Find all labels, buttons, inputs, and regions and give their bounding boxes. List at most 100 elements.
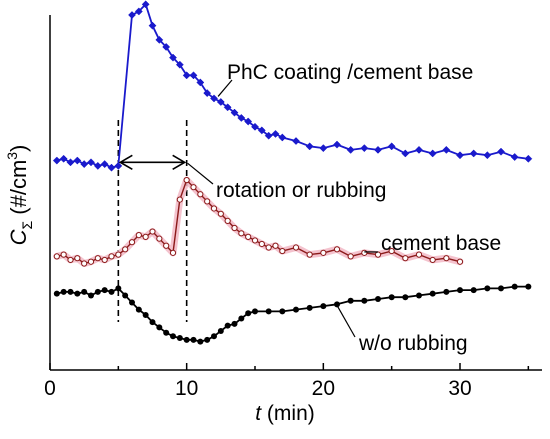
data-point-worub (108, 288, 115, 295)
data-point-cement (81, 260, 88, 267)
data-point-cement (231, 224, 238, 232)
data-point-phc (456, 151, 464, 160)
y-axis-label-close: ) (6, 145, 31, 152)
data-point-cement (115, 251, 122, 258)
data-point-cement (74, 255, 81, 262)
data-point-phc (360, 144, 369, 153)
data-point-worub (252, 308, 258, 315)
x-tick-label: 30 (448, 377, 471, 400)
data-point-cement (320, 249, 327, 256)
y-axis-label-unit: (#/cm (6, 160, 31, 221)
data-point-cement (238, 230, 245, 237)
data-point-cement (128, 239, 136, 246)
data-point-phc (203, 89, 212, 98)
y-axis-label-sup: 3 (4, 152, 20, 160)
data-point-worub (457, 287, 463, 294)
data-point-phc (292, 137, 300, 145)
data-point-phc (251, 122, 259, 131)
data-point-phc (524, 154, 533, 163)
data-point-cement (306, 251, 313, 258)
data-point-worub (94, 288, 101, 295)
data-point-worub (211, 333, 217, 340)
y-axis-label: CΣ (#/cm3) (4, 145, 35, 246)
data-point-phc (80, 160, 89, 169)
data-point-cement (217, 210, 224, 217)
data-point-phc (401, 149, 410, 158)
data-point-phc (428, 149, 437, 158)
data-point-cement (149, 228, 156, 235)
data-point-cement (204, 198, 211, 205)
data-point-worub (122, 292, 129, 299)
data-point-worub (279, 308, 286, 315)
data-point-phc (216, 98, 225, 106)
data-point-cement (176, 196, 183, 203)
leader-rotation (187, 162, 214, 185)
data-point-cement (53, 253, 60, 260)
data-point-worub (238, 315, 245, 322)
data-point-worub (156, 324, 163, 331)
leader-phc (217, 79, 233, 97)
data-point-phc (510, 153, 519, 161)
data-point-phc (134, 7, 143, 16)
data-point-phc (264, 131, 273, 140)
x-tick-labels: 0 10 20 30 (44, 377, 472, 400)
leader-worub (336, 305, 356, 338)
data-point-cement (197, 191, 204, 198)
data-point-phc (415, 145, 423, 154)
data-point-cement (94, 255, 101, 262)
x-axis-label: t (min) (255, 402, 315, 425)
data-point-cement (258, 240, 265, 248)
data-point-phc (175, 60, 184, 69)
data-point-worub (320, 303, 327, 310)
data-point-phc (483, 151, 492, 160)
data-point-cement (374, 251, 382, 258)
data-point-cement (415, 251, 423, 258)
data-point-phc (497, 147, 505, 156)
data-point-worub (443, 288, 450, 295)
data-point-worub (265, 308, 272, 315)
data-point-cement (347, 253, 354, 260)
data-point-worub (402, 294, 409, 301)
data-point-worub (525, 283, 532, 290)
data-point-worub (470, 287, 477, 294)
data-point-cement (67, 256, 74, 264)
data-point-worub (67, 288, 74, 295)
data-point-cement (169, 249, 177, 256)
data-point-worub (347, 297, 354, 304)
x-ticks (49, 363, 530, 370)
data-point-worub (217, 327, 224, 334)
data-point-cement (251, 237, 259, 244)
annotation-rotation: rotation or rubbing (216, 179, 386, 202)
data-point-phc (169, 53, 177, 62)
data-point-phc (305, 142, 314, 151)
data-point-worub (306, 304, 313, 311)
data-point-cement (87, 258, 95, 265)
data-point-phc (278, 133, 287, 142)
data-point-cement (156, 235, 163, 242)
data-point-phc (223, 103, 232, 112)
data-point-worub (135, 306, 142, 313)
annotation-cement: cement base (381, 232, 501, 255)
data-point-phc (155, 35, 164, 44)
data-point-worub (388, 294, 395, 301)
data-point-cement (388, 247, 395, 255)
data-point-cement (265, 244, 272, 251)
data-point-worub (190, 336, 197, 343)
x-axis-label-unit: (min) (261, 402, 315, 425)
data-point-cement (183, 176, 190, 184)
data-point-cement (292, 244, 300, 251)
data-point-phc (148, 21, 157, 30)
data-point-worub (170, 333, 176, 340)
data-point-worub (163, 329, 170, 336)
data-point-phc (189, 71, 198, 80)
data-point-phc (93, 161, 102, 170)
arrow-head-right (172, 154, 187, 171)
data-point-phc (374, 145, 382, 154)
data-point-phc (141, 0, 150, 9)
data-point-worub (429, 290, 436, 297)
data-point-phc (59, 154, 68, 163)
data-point-phc (52, 156, 61, 165)
data-point-worub (81, 288, 88, 295)
annotation-phc: PhC coating /cement base (227, 61, 473, 84)
